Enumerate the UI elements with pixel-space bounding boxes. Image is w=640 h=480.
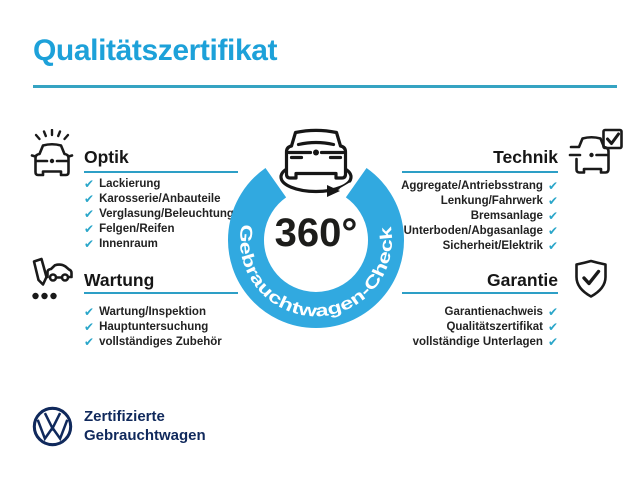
section-rule-optik (84, 171, 238, 174)
checklist-item: ✔ Sicherheit/Elektrik (443, 238, 558, 253)
checklist-item: ✔ Lackierung (84, 176, 234, 191)
pencil-car-checklist-icon (32, 257, 73, 300)
checklist-item: ✔ Unterboden/Abgasanlage (404, 223, 558, 238)
brand-line2: Gebrauchtwagen (84, 427, 206, 444)
vw-logo (32, 406, 73, 447)
degree-label: 360° (275, 211, 358, 255)
check-icon: ✔ (547, 319, 558, 334)
360-check-badge: 360° Gebrauchtwagen-Check (228, 128, 404, 328)
checklist-item-label: Innenraum (99, 237, 158, 250)
section-rule-wartung (84, 292, 238, 295)
section-title-garantie: Garantie (487, 270, 558, 290)
checklist-item: ✔ vollständiges Zubehör (84, 334, 222, 349)
checklist-item: ✔ Karosserie/Anbauteile (84, 191, 234, 206)
checklist-item-label: Aggregate/Antriebsstrang (401, 179, 543, 192)
checklist-item: ✔ Verglasung/Beleuchtung (84, 206, 234, 221)
check-icon: ✔ (84, 191, 95, 206)
check-icon: ✔ (84, 236, 95, 251)
checklist-item: ✔ Innenraum (84, 236, 234, 251)
car-front-rotate-icon (279, 128, 354, 197)
check-icon: ✔ (547, 334, 558, 349)
checklist-item: ✔ vollständige Unterlagen (413, 334, 558, 349)
checklist-wartung: ✔ Wartung/Inspektion ✔ Hauptuntersuchung ✔ vo… (84, 304, 222, 349)
checklist-item-label: Wartung/Inspektion (99, 305, 206, 318)
checklist-item-label: Karosserie/Anbauteile (99, 192, 221, 205)
checklist-item: ✔ Hauptuntersuchung (84, 319, 222, 334)
check-icon: ✔ (547, 238, 558, 253)
badge-ring (228, 167, 404, 328)
checklist-item-label: vollständige Unterlagen (412, 335, 543, 348)
car-checkbox-icon (568, 128, 623, 174)
checklist-item: ✔ Lenkung/Fahrwerk (441, 193, 558, 208)
checklist-item-label: Felgen/Reifen (99, 222, 175, 235)
check-icon: ✔ (84, 206, 95, 221)
checklist-item-label: Unterboden/Abgasanlage (403, 224, 543, 237)
checklist-item: ✔ Bremsanlage (471, 208, 558, 223)
check-icon: ✔ (84, 221, 95, 236)
check-icon: ✔ (547, 193, 558, 208)
checklist-item-label: Garantienachweis (444, 305, 543, 318)
brand-text: Zertifizierte Gebrauchtwagen (84, 407, 206, 445)
check-icon: ✔ (547, 223, 558, 238)
check-icon: ✔ (547, 208, 558, 223)
checklist-item-label: Bremsanlage (470, 209, 543, 222)
section-title-technik: Technik (493, 147, 558, 167)
page-title: Qualitätszertifikat (33, 34, 278, 67)
check-icon: ✔ (84, 304, 95, 319)
checklist-item: ✔ Qualitätszertifikat (446, 319, 558, 334)
check-icon: ✔ (547, 304, 558, 319)
section-rule-technik (402, 171, 558, 174)
checklist-item-label: Lackierung (99, 177, 161, 190)
car-headlights-icon (30, 129, 74, 177)
section-title-wartung: Wartung (84, 270, 155, 290)
brand-line1: Zertifizierte (84, 408, 165, 425)
checklist-item-label: Sicherheit/Elektrik (442, 239, 543, 252)
check-icon: ✔ (84, 176, 95, 191)
section-rule-garantie (402, 292, 558, 295)
checklist-item: ✔ Aggregate/Antriebsstrang (401, 178, 558, 193)
shield-check-icon (575, 259, 607, 298)
checklist-item: ✔ Wartung/Inspektion (84, 304, 222, 319)
title-divider (33, 85, 617, 88)
checklist-garantie: ✔ Garantienachweis ✔ Qualitätszertifikat ✔ vo… (413, 304, 558, 349)
checklist-item-label: Hauptuntersuchung (99, 320, 209, 333)
checklist-technik: ✔ Aggregate/Antriebsstrang ✔ Lenkung/Fahrwe… (401, 178, 558, 253)
check-icon: ✔ (547, 178, 558, 193)
section-title-optik: Optik (84, 147, 129, 167)
checklist-item-label: Verglasung/Beleuchtung (99, 207, 234, 220)
check-icon: ✔ (84, 334, 95, 349)
check-icon: ✔ (84, 319, 95, 334)
checklist-item-label: Qualitätszertifikat (446, 320, 543, 333)
checklist-item: ✔ Garantienachweis (445, 304, 559, 319)
checklist-item-label: vollständiges Zubehör (99, 335, 222, 348)
checklist-item-label: Lenkung/Fahrwerk (440, 194, 543, 207)
checklist-item: ✔ Felgen/Reifen (84, 221, 234, 236)
checklist-optik: ✔ Lackierung ✔ Karosserie/Anbauteile ✔ Vergla… (84, 176, 234, 251)
